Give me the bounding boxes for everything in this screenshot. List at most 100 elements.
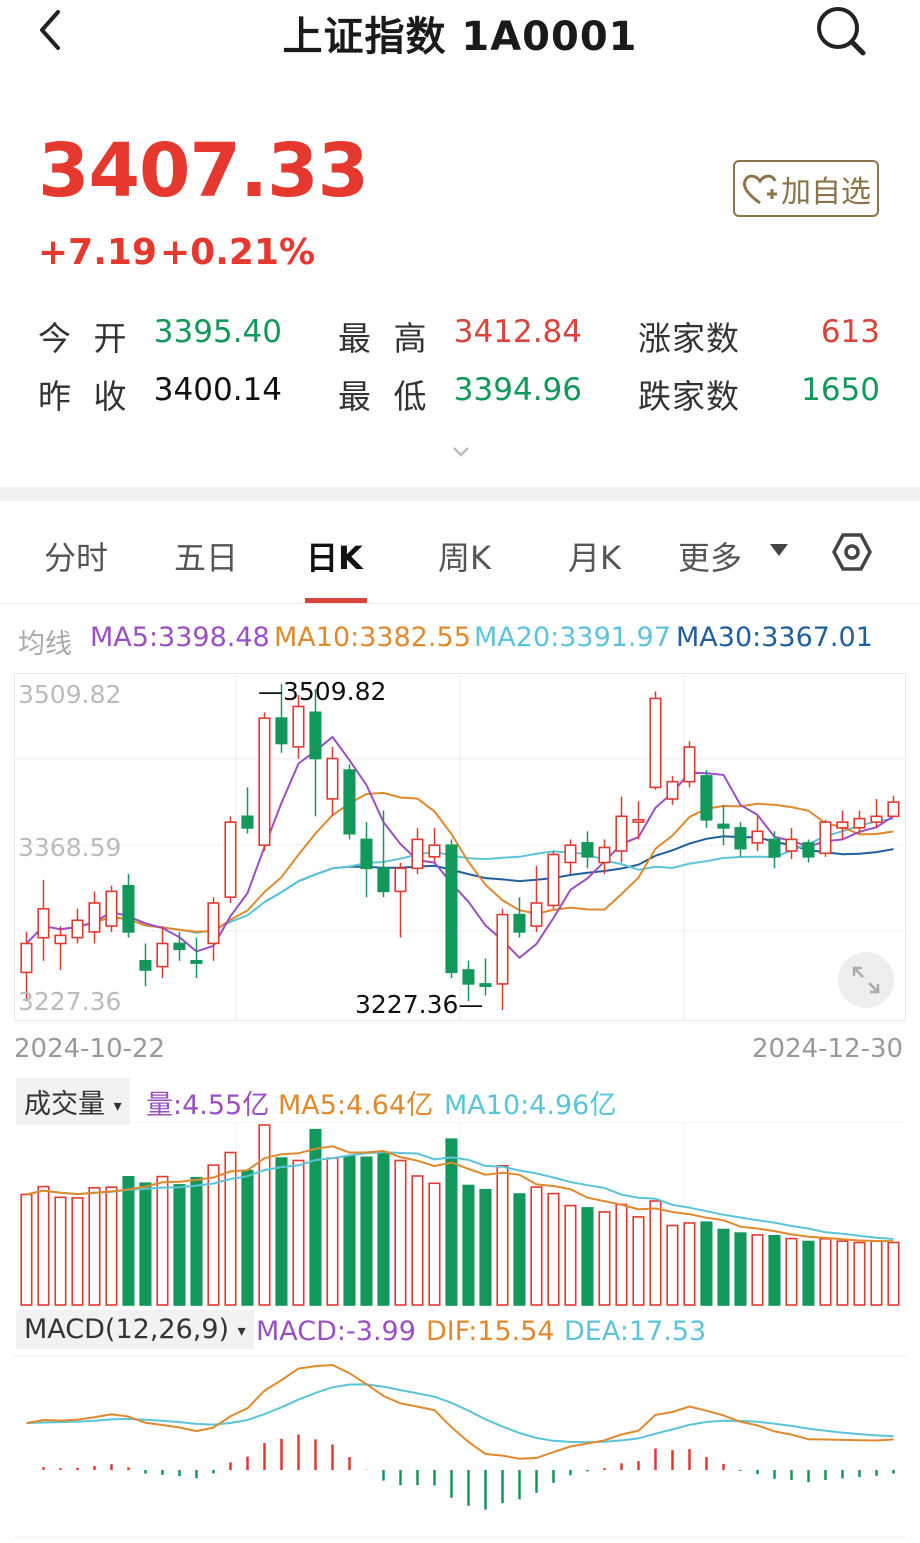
ma-legend-label: 均线 xyxy=(18,629,72,660)
volume-bar xyxy=(37,1185,50,1306)
ma10-line xyxy=(60,791,894,933)
candle-body xyxy=(581,842,594,858)
volume-bar xyxy=(411,1175,424,1306)
tab-weekly-k[interactable]: 周K xyxy=(438,539,491,577)
page-title: 上证指数 1A0001 xyxy=(282,14,638,60)
volume-bar xyxy=(326,1157,339,1306)
volume-bar xyxy=(88,1187,101,1306)
candle-body xyxy=(37,908,50,939)
volume-bar xyxy=(751,1234,764,1306)
volume-bar xyxy=(241,1169,254,1306)
open-label: 今 开 xyxy=(38,319,133,358)
candle-body xyxy=(122,884,135,933)
open-value: 3395.40 xyxy=(153,314,282,350)
volume-bar xyxy=(768,1235,781,1306)
ma20-value: MA20:3391.97 xyxy=(474,622,671,653)
candle-body xyxy=(547,853,560,907)
candle-body xyxy=(428,844,441,858)
y-axis-bottom: 3227.36 xyxy=(18,987,122,1016)
candle-body xyxy=(734,827,747,850)
y-axis-mid: 3368.59 xyxy=(18,833,122,862)
volume-bar xyxy=(258,1124,271,1306)
tab-five-day[interactable]: 五日 xyxy=(174,539,239,577)
volume-bar xyxy=(649,1200,662,1306)
candle-body xyxy=(88,902,101,933)
ma30-value: MA30:3367.01 xyxy=(676,622,873,653)
volume-chart[interactable] xyxy=(14,1122,906,1307)
ma30-line xyxy=(263,835,894,903)
volume-ma10-line xyxy=(26,1151,894,1240)
volume-bar xyxy=(224,1151,237,1306)
volume-bar xyxy=(20,1193,33,1306)
candle-body xyxy=(853,817,866,829)
candle-body xyxy=(292,705,305,748)
fullscreen-button[interactable] xyxy=(838,952,894,1008)
volume-dropdown[interactable]: 成交量 ▾ xyxy=(16,1078,130,1125)
volume-bar xyxy=(700,1221,713,1306)
low-label: 最 低 xyxy=(338,377,433,416)
candle-body xyxy=(632,819,645,823)
candle-body xyxy=(54,934,67,945)
candle-body xyxy=(394,867,407,893)
volume-bar xyxy=(853,1241,866,1306)
volume-bar xyxy=(156,1175,169,1306)
volume-bar xyxy=(581,1207,594,1306)
candle-body xyxy=(479,983,492,987)
candle-body xyxy=(173,942,186,951)
caret-down-icon[interactable] xyxy=(768,542,790,558)
settings-icon[interactable] xyxy=(832,532,872,572)
tab-intraday[interactable]: 分时 xyxy=(44,539,109,577)
volume-bar xyxy=(309,1128,322,1306)
volume-bar xyxy=(530,1186,543,1306)
volume-bar xyxy=(394,1159,407,1306)
volume-bar xyxy=(105,1186,118,1306)
candle-body xyxy=(700,775,713,821)
dea-value: DEA:17.53 xyxy=(564,1316,707,1347)
candle-body xyxy=(768,838,781,858)
candle-body xyxy=(615,815,628,852)
volume-ma10: MA10:4.96亿 xyxy=(444,1090,617,1121)
volume-value: 量:4.55亿 xyxy=(146,1090,270,1121)
tab-daily-k[interactable]: 日K xyxy=(306,539,363,577)
tab-monthly-k[interactable]: 月K xyxy=(568,539,621,577)
candle-body xyxy=(224,821,237,899)
candle-body xyxy=(530,902,543,927)
candle-body xyxy=(496,913,509,985)
prev-close-value: 3400.14 xyxy=(153,372,282,408)
macd-chart[interactable] xyxy=(14,1352,906,1540)
volume-bar xyxy=(887,1241,900,1306)
volume-bar xyxy=(819,1238,832,1306)
candle-body xyxy=(819,821,832,855)
candle-body xyxy=(139,959,152,971)
volume-bar xyxy=(598,1211,611,1306)
back-icon[interactable] xyxy=(30,6,74,50)
volume-bar xyxy=(428,1182,441,1306)
volume-ma5-line xyxy=(26,1145,894,1243)
macd-dropdown[interactable]: MACD(12,26,9) ▾ xyxy=(16,1310,254,1349)
search-icon[interactable] xyxy=(812,2,870,60)
up-count-label: 涨家数 xyxy=(638,319,740,358)
volume-bar xyxy=(173,1184,186,1306)
volume-bar xyxy=(207,1164,220,1306)
volume-bar xyxy=(377,1152,390,1306)
volume-bar xyxy=(513,1193,526,1306)
candle-body xyxy=(377,867,390,893)
volume-bar xyxy=(615,1203,628,1306)
candle-body xyxy=(598,846,611,864)
volume-bar xyxy=(139,1182,152,1306)
candle-body xyxy=(649,697,662,789)
volume-bar xyxy=(734,1232,747,1306)
tabs-divider xyxy=(0,603,920,604)
down-count-label: 跌家数 xyxy=(638,377,740,416)
volume-bar xyxy=(54,1196,67,1306)
candle-body xyxy=(207,902,220,945)
kline-chart[interactable] xyxy=(14,673,906,1021)
add-watchlist-button[interactable]: 加自选 xyxy=(733,160,879,217)
tab-more[interactable]: 更多 xyxy=(678,539,743,577)
expand-chevron-icon[interactable] xyxy=(451,445,471,459)
ma10-value: MA10:3382.55 xyxy=(274,622,471,653)
candle-body xyxy=(411,838,424,870)
candle-body xyxy=(156,942,169,968)
volume-bar xyxy=(564,1204,577,1306)
volume-bar xyxy=(360,1156,373,1306)
